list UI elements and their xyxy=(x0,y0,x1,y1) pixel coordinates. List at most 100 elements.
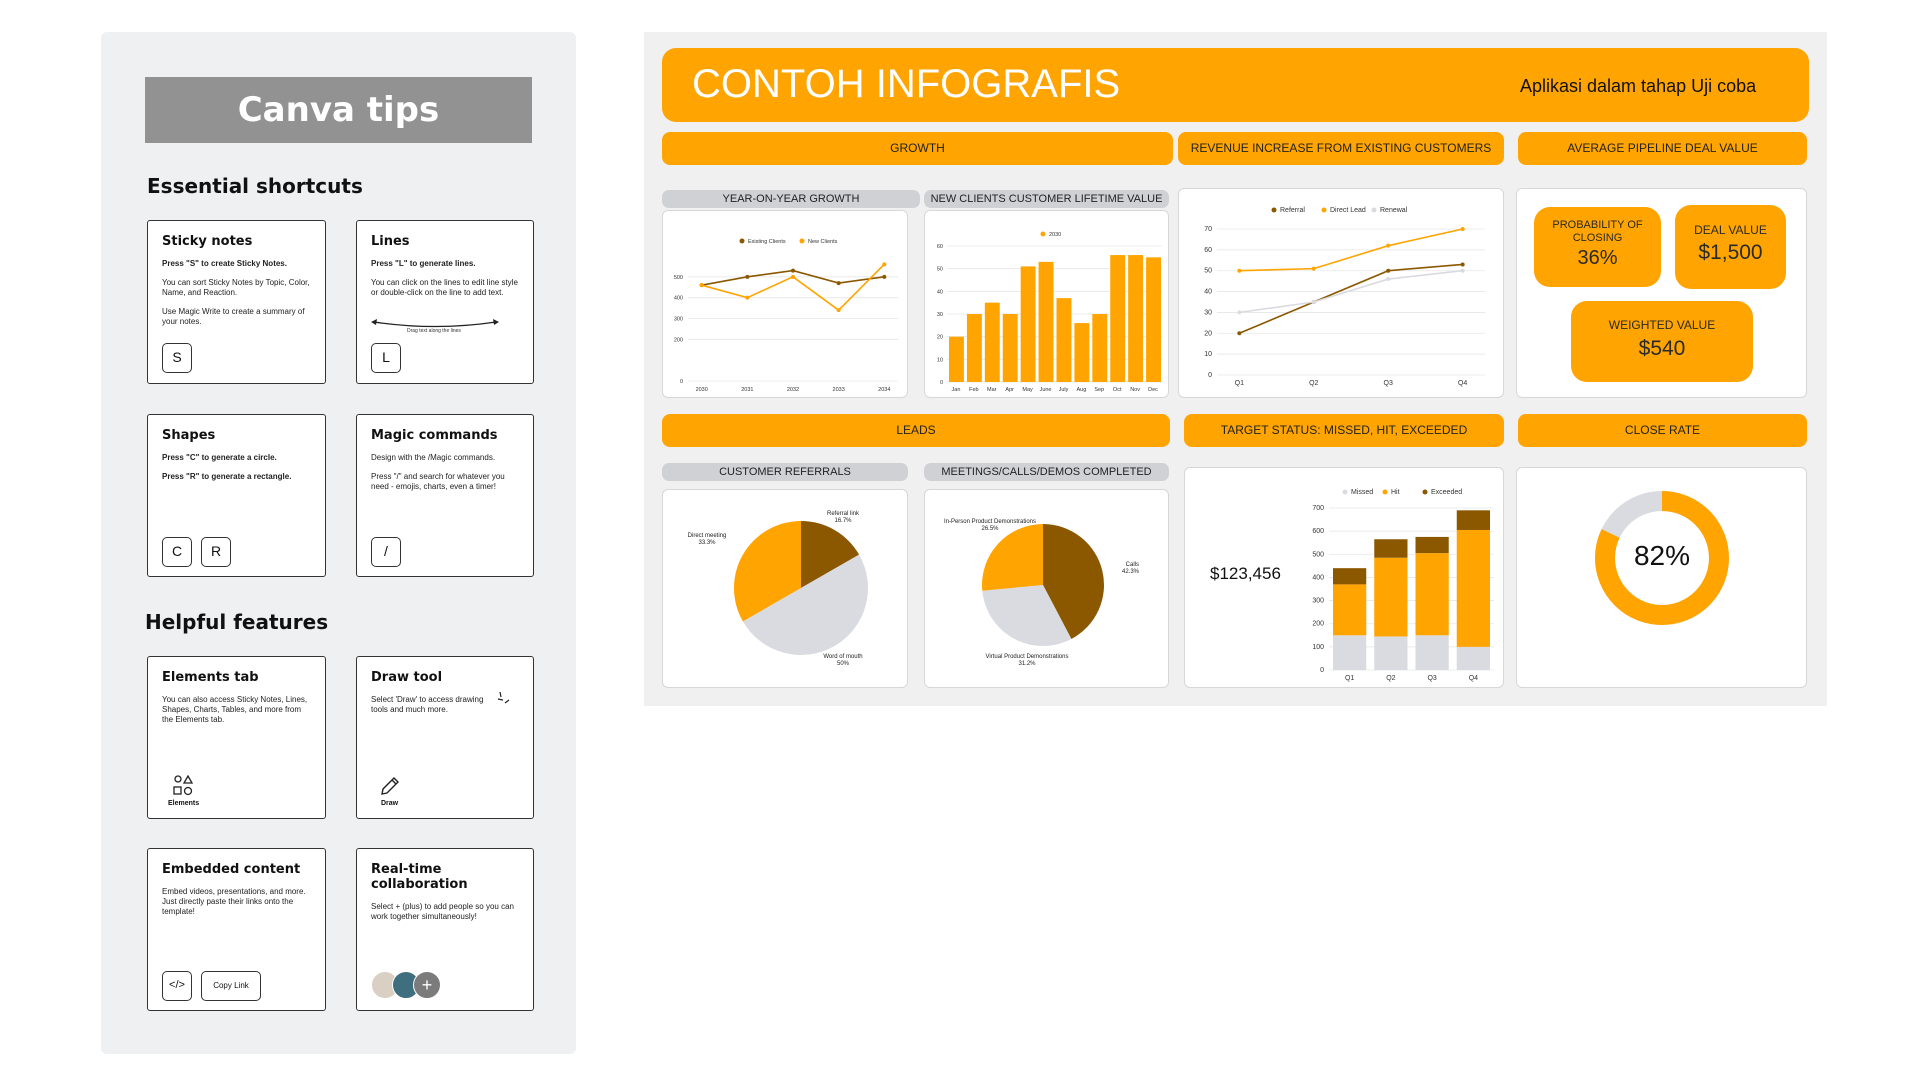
revenue-chart-panel: Referral Direct Lead Renewal 0 10 20 30 40 50 60 7… xyxy=(1178,188,1504,398)
copy-link-button[interactable]: Copy Link xyxy=(201,971,261,1001)
dashboard-header xyxy=(662,48,1809,122)
embedded-content-card[interactable]: Embedded content Embed videos, presentat… xyxy=(147,848,326,1011)
data-point xyxy=(745,274,750,279)
data-point xyxy=(791,268,795,273)
bar xyxy=(966,314,982,382)
slice-label: In-Person Product Demonstrations xyxy=(944,519,1036,525)
legend-label: Referral xyxy=(1280,207,1305,214)
card-title: Magic commands xyxy=(371,428,498,443)
key-s[interactable]: S xyxy=(162,343,192,373)
card-text: Press "/" and search for whatever you ne… xyxy=(371,472,505,491)
card-text: Design with the /Magic commands. xyxy=(371,453,496,462)
probability-closing-card: PROBABILITY OF CLOSING 36% xyxy=(1534,207,1661,287)
bar xyxy=(1128,255,1144,382)
bar xyxy=(1020,266,1036,382)
data-point xyxy=(1311,266,1316,271)
key-l[interactable]: L xyxy=(371,343,401,373)
stacked-bar-segment xyxy=(1415,536,1449,554)
elements-tab-card[interactable]: Elements tab You can also access Sticky … xyxy=(147,656,326,819)
referrals-subheader: CUSTOMER REFERRALS xyxy=(662,463,908,481)
key-c[interactable]: C xyxy=(162,537,192,567)
series-line xyxy=(1239,263,1463,335)
key-slash[interactable]: / xyxy=(371,537,401,567)
pie-slice xyxy=(982,524,1043,591)
legend-label: Missed xyxy=(1351,489,1373,496)
x-tick-label: Q1 xyxy=(1235,380,1244,387)
embed-code-key[interactable]: </> xyxy=(162,971,192,1001)
bar xyxy=(984,302,1000,382)
shapes-card[interactable]: Shapes Press "C" to generate a circle. P… xyxy=(147,414,326,577)
meetings-subheader: MEETINGS/CALLS/DEMOS COMPLETED xyxy=(924,463,1169,481)
referrals-chart-panel: Referral link 16.7% Word of mouth 50% Direct… xyxy=(662,489,908,688)
card-text: Press "R" to generate a rectangle. xyxy=(162,472,292,481)
stacked-bar-segment xyxy=(1374,636,1408,670)
clv-subheader: NEW CLIENTS CUSTOMER LIFETIME VALUE xyxy=(924,190,1169,208)
close-rate-donut xyxy=(1595,491,1729,625)
y-tick-label: 500 xyxy=(674,275,683,281)
pencil-icon xyxy=(381,777,399,795)
x-tick-label: 2034 xyxy=(878,387,890,393)
realtime-collab-card[interactable]: Real-time collaboration Select + (plus) … xyxy=(356,848,534,1011)
slice-label: Referral link xyxy=(827,511,860,517)
legend-marker xyxy=(799,238,805,244)
data-point xyxy=(791,274,795,279)
magic-commands-card[interactable]: Magic commands Design with the /Magic co… xyxy=(356,414,534,577)
draw-label: Draw xyxy=(381,800,399,807)
y-tick-label: 0 xyxy=(1208,372,1212,379)
x-tick-label: Mar xyxy=(987,387,997,393)
y-tick-label: 0 xyxy=(940,380,943,386)
card-title: Draw tool xyxy=(371,670,443,685)
x-tick-label: Feb xyxy=(969,387,978,393)
add-people-button[interactable]: + xyxy=(413,971,441,999)
legend-marker xyxy=(1342,489,1348,495)
y-tick-label: 200 xyxy=(1312,621,1324,628)
y-tick-label: 70 xyxy=(1204,226,1212,233)
target-stacked-bar-chart: Missed Hit Exceeded 0 100 200 300 400 500 600 700 Q… xyxy=(1312,489,1494,682)
x-tick-label: Nov xyxy=(1130,387,1140,393)
x-tick-label: Q2 xyxy=(1309,380,1318,387)
slice-label: Calls xyxy=(1126,562,1139,568)
draw-tool-card[interactable]: Draw tool Select 'Draw' to access drawin… xyxy=(356,656,534,819)
x-tick-label: Jan xyxy=(952,387,961,393)
elements-label: Elements xyxy=(168,800,200,807)
x-tick-label: 2030 xyxy=(696,387,708,393)
legend-marker xyxy=(1321,207,1327,213)
x-tick-label: Aug xyxy=(1076,387,1086,393)
helpful-features-heading: Helpful features xyxy=(145,610,329,634)
slice-label: Word of mouth xyxy=(823,654,862,660)
stacked-bar-segment xyxy=(1456,529,1490,647)
series-line xyxy=(1239,228,1463,272)
legend-marker xyxy=(1382,489,1388,495)
pie-slice xyxy=(801,521,860,588)
y-tick-label: 0 xyxy=(680,379,683,385)
bar xyxy=(1038,261,1054,382)
x-tick-label: Q2 xyxy=(1386,675,1395,682)
y-tick-label: 30 xyxy=(1204,309,1212,316)
x-tick-label: Q3 xyxy=(1384,380,1393,387)
drag-text-label: Drag text along the lines xyxy=(407,328,461,334)
stacked-bar-segment xyxy=(1333,635,1367,670)
y-tick-label: 60 xyxy=(1204,247,1212,254)
y-tick-label: 50 xyxy=(1204,268,1212,275)
y-tick-label: 500 xyxy=(1312,551,1324,558)
data-point xyxy=(1311,300,1316,304)
data-point xyxy=(1237,331,1242,336)
y-tick-label: 300 xyxy=(1312,598,1324,605)
y-tick-label: 60 xyxy=(937,244,943,250)
data-point xyxy=(1460,262,1465,267)
essential-shortcuts-heading: Essential shortcuts xyxy=(147,174,363,198)
sticky-notes-card[interactable]: Sticky notes Press "S" to create Sticky … xyxy=(147,220,326,384)
bar xyxy=(1074,323,1090,382)
target-total: $123,456 xyxy=(1210,564,1281,583)
y-tick-label: 200 xyxy=(674,337,683,343)
data-point xyxy=(699,283,704,288)
y-tick-label: 20 xyxy=(937,335,943,341)
slice-pct: 16.7% xyxy=(834,518,852,524)
key-r[interactable]: R xyxy=(201,537,231,567)
pie-slice xyxy=(742,554,868,655)
data-point xyxy=(1386,243,1391,248)
slice-pct: 42.3% xyxy=(1122,569,1140,575)
lines-card[interactable]: Lines Press "L" to generate lines. You c… xyxy=(356,220,534,384)
